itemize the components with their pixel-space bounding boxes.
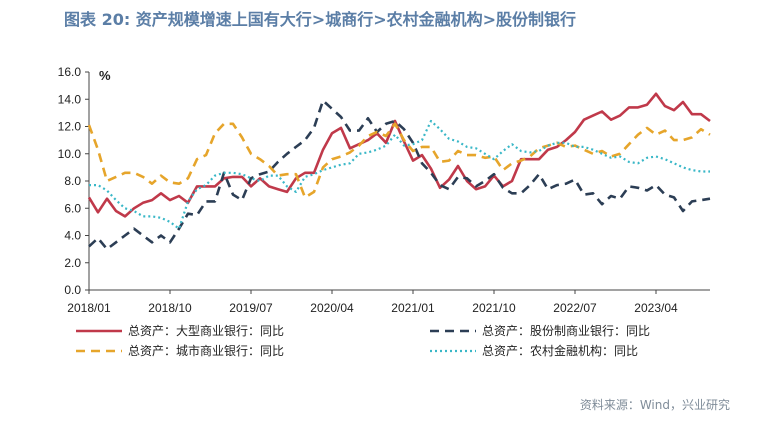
x-tick-label: 2020/04 (310, 301, 354, 315)
source-note: 资料来源：Wind，兴业研究 (579, 398, 730, 412)
chart-legend: 总资产：大型商业银行：同比 总资产：股份制商业银行：同比总资产：城市商业银行：同比… (76, 323, 650, 358)
legend-label-2: 总资产：股份制商业银行：同比 (482, 323, 650, 338)
chart-series (87, 92, 711, 251)
chart-title: 图表 20: 资产规模增速上国有大行>城商行>农村金融机构>股份制银行 (64, 10, 577, 29)
x-tick-label: 2019/07 (229, 301, 273, 315)
chart-axes: 0.0 2.0 4.0 6.0 8.0 10.0 12.0 14.0 16.0 % 2018/01 2… (58, 65, 710, 315)
y-tick-label: 12.0 (58, 120, 82, 134)
x-tick-label: 2022/07 (553, 301, 597, 315)
y-tick-label: 8.0 (64, 174, 81, 188)
legend-label-4: 总资产：农村金融机构：同比 (482, 343, 638, 358)
y-tick-label: 2.0 (64, 256, 81, 270)
series-line-3 (87, 122, 711, 199)
x-tick-label: 2018/01 (67, 301, 111, 315)
y-tick-label: 0.0 (64, 283, 81, 297)
x-tick-label: 2021/01 (391, 301, 435, 315)
x-tick-label: 2021/10 (472, 301, 516, 315)
x-tick-label: 2023/04 (634, 301, 678, 315)
x-tick-label: 2018/10 (148, 301, 192, 315)
series-line-4 (89, 119, 710, 230)
y-tick-label: 16.0 (58, 65, 82, 79)
y-tick-label: 14.0 (58, 92, 82, 106)
y-unit-label: % (99, 68, 111, 83)
legend-label-3: 总资产：城市商业银行：同比 (128, 343, 284, 358)
y-tick-label: 10.0 (58, 147, 82, 161)
y-tick-label: 6.0 (64, 201, 81, 215)
y-tick-label: 4.0 (64, 229, 81, 243)
legend-label-1: 总资产：大型商业银行：同比 (128, 323, 284, 338)
series-line-2 (88, 99, 711, 251)
